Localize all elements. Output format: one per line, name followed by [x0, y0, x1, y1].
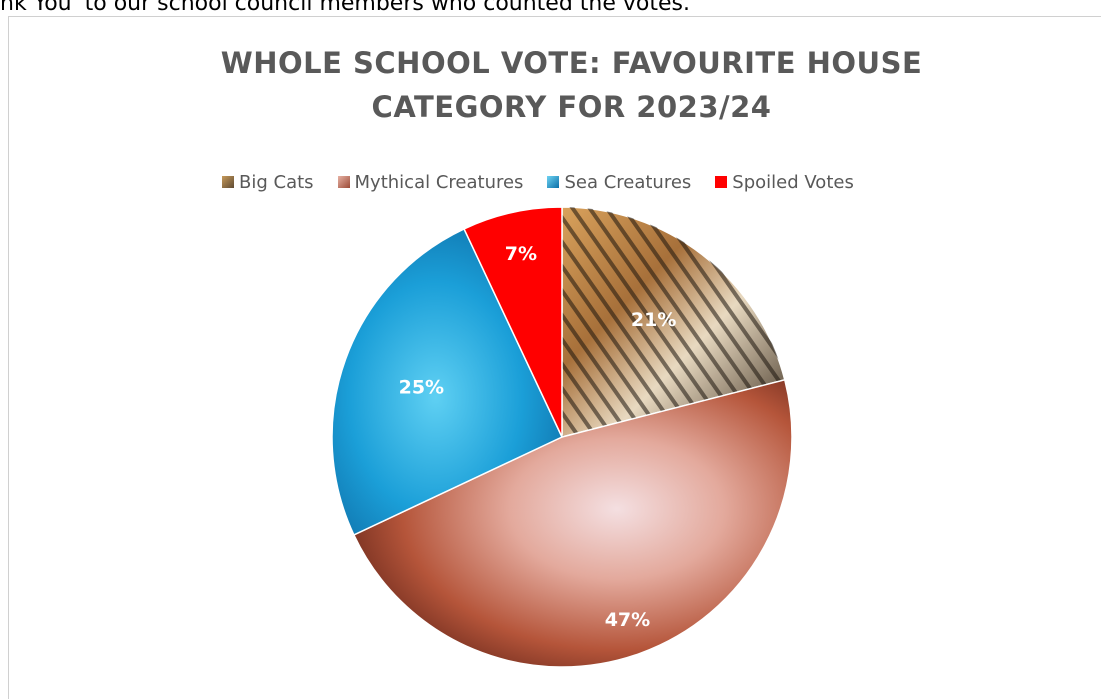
legend-item-spoiled-votes: Spoiled Votes	[715, 172, 854, 193]
legend-swatch-big-cats	[222, 176, 234, 188]
pie-slice-big-cats-texture	[562, 207, 785, 437]
data-label-mythical-creatures: 47%	[605, 609, 650, 631]
pie-slices	[331, 206, 793, 668]
legend-item-sea-creatures: Sea Creatures	[547, 172, 691, 193]
data-label-sea-creatures: 25%	[399, 376, 444, 398]
legend-swatch-sea-creatures	[547, 176, 560, 188]
legend-swatch-spoiled-votes	[715, 176, 728, 188]
pie-slice-mythical-creatures	[352, 378, 793, 668]
legend-label-big-cats: Big Cats	[239, 171, 314, 193]
chart-frame: WHOLE SCHOOL VOTE: FAVOURITE HOUSE CATEG…	[8, 16, 1101, 699]
pie-slice-sea-creatures	[331, 227, 563, 536]
data-label-big-cats: 21%	[631, 309, 676, 331]
chart-title-line-2: CATEGORY FOR 2023/24	[371, 90, 772, 124]
legend-swatch-mythical-creatures	[337, 176, 350, 188]
document-text-line: nk You' to our school council members wh…	[0, 0, 690, 16]
chart-title: WHOLE SCHOOL VOTE: FAVOURITE HOUSE CATEG…	[9, 41, 1101, 129]
chart-legend: Big Cats Mythical Creatures Sea Creature…	[222, 170, 878, 194]
pie-slice-spoiled-votes	[463, 206, 563, 438]
legend-label-spoiled-votes: Spoiled Votes	[732, 171, 854, 193]
pie-data-labels: 21% 47% 25% 7%	[399, 243, 677, 631]
legend-item-big-cats: Big Cats	[222, 172, 314, 193]
chart-title-line-1: WHOLE SCHOOL VOTE: FAVOURITE HOUSE	[220, 46, 923, 80]
pie-chart: 21% 47% 25% 7%	[331, 206, 793, 668]
legend-label-sea-creatures: Sea Creatures	[564, 171, 692, 193]
legend-label-mythical-creatures: Mythical Creatures	[354, 171, 524, 193]
data-label-spoiled-votes: 7%	[505, 243, 537, 265]
legend-item-mythical-creatures: Mythical Creatures	[337, 171, 524, 193]
